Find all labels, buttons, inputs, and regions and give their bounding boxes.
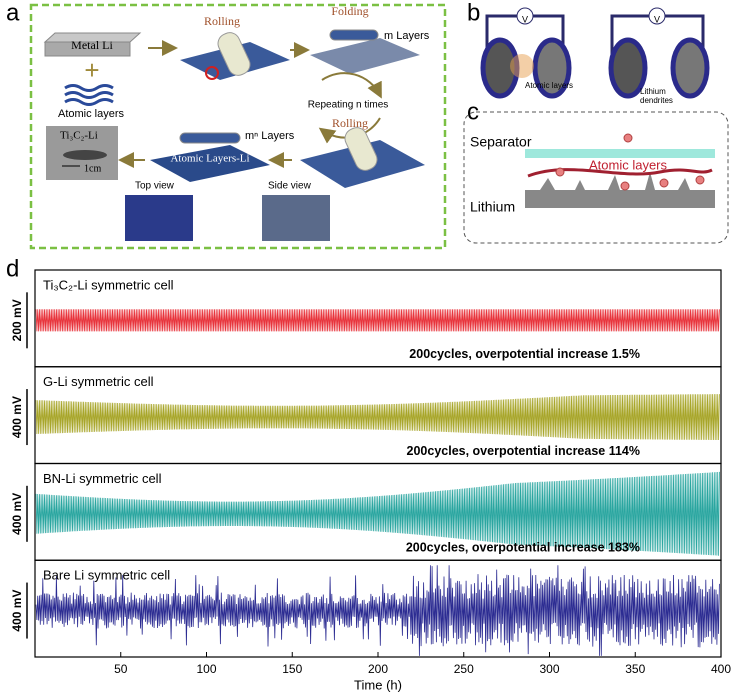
x-tick-label: 400 bbox=[711, 662, 731, 676]
photo-sample bbox=[63, 150, 107, 160]
stack bbox=[179, 132, 241, 144]
repeat-label: Repeating n times bbox=[308, 100, 389, 111]
cell-label: G-Li symmetric cell bbox=[43, 374, 154, 389]
roll-mark bbox=[205, 66, 219, 80]
roller bbox=[217, 32, 251, 76]
roller bbox=[344, 127, 378, 171]
separator bbox=[525, 149, 715, 158]
cell-sketch bbox=[480, 7, 710, 99]
product-sheet bbox=[150, 145, 270, 182]
folded-stack bbox=[329, 29, 379, 41]
voltage-trace bbox=[35, 309, 720, 332]
atomic-layers-label: Atomic layers bbox=[58, 108, 125, 120]
panel-c-frame bbox=[463, 111, 729, 244]
scale-label: 400 mV bbox=[10, 590, 24, 632]
lithium-label: Lithium bbox=[470, 199, 515, 215]
step-label: Rolling bbox=[204, 14, 240, 28]
x-tick-label: 100 bbox=[196, 662, 216, 676]
scale-label: 400 mV bbox=[10, 493, 24, 535]
voltage-trace bbox=[35, 471, 720, 556]
scale-label: 400 mV bbox=[10, 396, 24, 438]
annotation: Atomic layers bbox=[525, 81, 573, 90]
scale-label: 1cm bbox=[84, 163, 101, 174]
annotation: Lithium bbox=[640, 87, 666, 96]
view-label: Top view bbox=[135, 181, 175, 192]
cell-note: 200cycles, overpotential increase 1.5% bbox=[409, 347, 640, 361]
meter-label: V bbox=[654, 14, 660, 24]
x-tick-label: 350 bbox=[625, 662, 645, 676]
view-label: Side view bbox=[268, 181, 312, 192]
cycle-arrow bbox=[321, 72, 382, 99]
meter-label: V bbox=[522, 14, 528, 24]
layers-label: mⁿ Layers bbox=[245, 130, 295, 142]
x-axis-label: Time (h) bbox=[354, 677, 402, 692]
layers-label: m Layers bbox=[384, 30, 430, 42]
atomic-layers-icon bbox=[64, 84, 114, 106]
panel-label: a bbox=[6, 0, 20, 26]
panel-label: d bbox=[6, 255, 19, 282]
layer-label: Atomic layers bbox=[589, 157, 668, 172]
product-label: Atomic Layers-Li bbox=[170, 153, 249, 165]
metal-label: Metal Li bbox=[71, 38, 113, 52]
panel-a-frame bbox=[29, 3, 447, 250]
voltage-trace bbox=[35, 394, 720, 441]
annotation: dendrites bbox=[640, 96, 673, 105]
x-tick-label: 50 bbox=[114, 662, 128, 676]
scale-label: 200 mV bbox=[10, 299, 24, 341]
photo-label: Ti₃C₂-Li bbox=[60, 130, 98, 142]
cell-note: 200cycles, overpotential increase 114% bbox=[407, 444, 640, 458]
step-label: Folding bbox=[331, 4, 368, 18]
separator-label: Separator bbox=[470, 134, 532, 150]
step-label: Rolling bbox=[332, 116, 368, 130]
lithium bbox=[525, 172, 715, 208]
panel-label: b bbox=[467, 0, 480, 26]
lithium-ions bbox=[555, 133, 705, 191]
cell-label: Ti₃C₂-Li symmetric cell bbox=[43, 277, 174, 292]
metal-slab bbox=[44, 41, 131, 57]
cell-label: BN-Li symmetric cell bbox=[43, 471, 162, 486]
top-view-image bbox=[125, 195, 193, 241]
plus: + bbox=[84, 55, 99, 85]
x-tick-label: 150 bbox=[282, 662, 302, 676]
cell-label: Bare Li symmetric cell bbox=[43, 568, 170, 583]
voltage-trace bbox=[35, 565, 720, 656]
side-view-image bbox=[262, 195, 330, 241]
panel-d: Ti₃C₂-Li symmetric cell 200 mV 200cycles, … bbox=[10, 269, 731, 692]
cell-note: 200cycles, overpotential increase 183% bbox=[406, 541, 640, 555]
x-tick-label: 300 bbox=[539, 662, 559, 676]
x-tick-label: 200 bbox=[368, 662, 388, 676]
x-tick-label: 250 bbox=[454, 662, 474, 676]
sheet bbox=[310, 38, 420, 74]
panel-label: c bbox=[467, 98, 479, 125]
